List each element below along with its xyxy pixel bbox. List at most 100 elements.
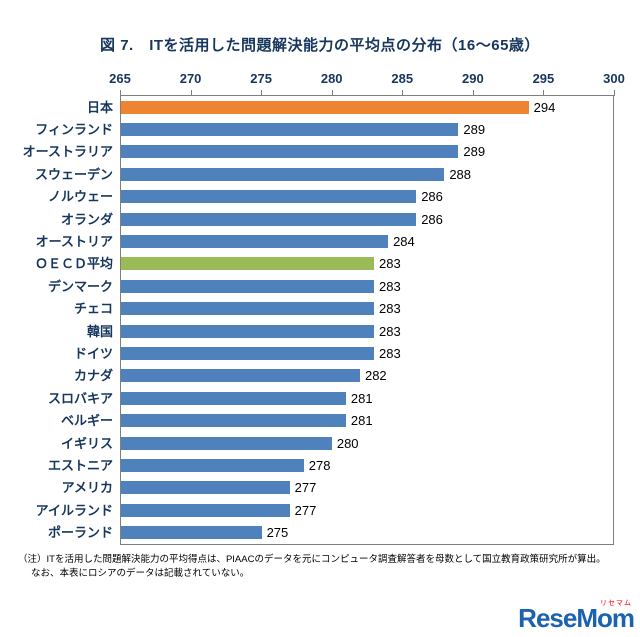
axis-tick-label: 285 xyxy=(391,71,414,86)
bar-row: 284 xyxy=(121,230,613,252)
bar-row: 278 xyxy=(121,454,613,476)
value-label: 283 xyxy=(379,256,401,272)
bar-row: 289 xyxy=(121,118,613,140)
category-labels: 日本フィンランドオーストラリアスウェーデンノルウェーオランダオーストリア ＯＥＣＤ… xyxy=(16,95,120,545)
bar-row: 281 xyxy=(121,409,613,431)
bar-row: 277 xyxy=(121,499,613,521)
axis-tick-mark xyxy=(402,90,404,96)
bar-row: 283 xyxy=(121,342,613,364)
value-label: 284 xyxy=(393,234,415,250)
axis-tick-mark xyxy=(472,90,474,96)
category-label: エストニア xyxy=(47,457,113,473)
x-axis-row: 265 270 275 280 285 290 295 300 xyxy=(16,71,625,96)
category-label: ポーランド xyxy=(47,525,113,541)
footnote-line-1: （注）ITを活用した問題解決能力の平均得点は、PIAACのデータを元にコンピュー… xyxy=(18,553,606,565)
value-label: 294 xyxy=(533,99,556,115)
category-label: ＯＥＣＤ平均 xyxy=(34,256,113,272)
value-label: 283 xyxy=(379,345,401,361)
footnote: （注）ITを活用した問題解決能力の平均得点は、PIAACのデータを元にコンピュー… xyxy=(18,553,640,581)
bar-row: 294 xyxy=(121,96,613,118)
resemom-logo-katakana: リセマム xyxy=(600,600,632,607)
axis-tick-mark xyxy=(120,90,121,96)
category-label: デンマーク xyxy=(47,278,113,294)
axis-tick-mark xyxy=(261,90,263,96)
axis-tick-label: 275 xyxy=(250,71,272,86)
axis-tick-label: 295 xyxy=(532,71,555,86)
axis-tick-label: 265 xyxy=(109,71,131,86)
category-label: カナダ xyxy=(73,368,113,384)
bar xyxy=(121,526,262,540)
category-label: チェコ xyxy=(73,301,113,317)
value-label: 281 xyxy=(350,413,373,429)
axis-spacer xyxy=(16,71,120,95)
bar xyxy=(121,414,346,428)
bar-row: 286 xyxy=(121,186,613,208)
bar xyxy=(121,190,417,204)
bar-row: 283 xyxy=(121,298,613,320)
category-label: スウェーデン xyxy=(34,166,113,182)
axis-tick-mark xyxy=(543,90,545,96)
bar-row: 275 xyxy=(121,521,613,543)
bar xyxy=(121,123,459,137)
value-label: 281 xyxy=(350,390,373,406)
bar-row: 283 xyxy=(121,320,613,342)
value-label: 289 xyxy=(463,144,486,160)
bar-row: 280 xyxy=(121,432,613,454)
category-label: ベルギー xyxy=(60,413,113,429)
footnote-line-2: なお、本表にロシアのデータは記載されていない。 xyxy=(31,567,250,579)
category-label: オランダ xyxy=(60,211,113,227)
bar-row: 283 xyxy=(121,253,613,275)
bar xyxy=(121,391,346,405)
bar xyxy=(121,257,375,271)
axis-tick-label: 300 xyxy=(603,71,625,86)
bar xyxy=(121,369,360,383)
bar-row: 288 xyxy=(121,163,613,185)
category-label: イギリス xyxy=(60,435,113,451)
axis-tick-label: 280 xyxy=(320,71,343,86)
axis-tick-label: 270 xyxy=(179,71,202,86)
category-label: フィンランド xyxy=(35,122,113,138)
category-label: スロバキア xyxy=(47,390,113,406)
chart-title: 図 7. ITを活用した問題解決能力の平均点の分布（16～65歳） xyxy=(100,37,540,54)
bar-row: 286 xyxy=(121,208,613,230)
axis-tick-label: 290 xyxy=(461,71,484,86)
bar xyxy=(121,100,529,114)
chart-body: 日本フィンランドオーストラリアスウェーデンノルウェーオランダオーストリア ＯＥＣＤ… xyxy=(16,95,614,545)
bar xyxy=(121,212,417,226)
axis-tick-mark xyxy=(190,90,192,96)
bar xyxy=(121,346,375,360)
category-label: アイルランド xyxy=(35,502,113,518)
category-label: ドイツ xyxy=(73,345,113,361)
value-label: 283 xyxy=(379,301,401,317)
bar-row: 281 xyxy=(121,387,613,409)
category-label: オーストリア xyxy=(35,234,113,250)
value-label: 288 xyxy=(449,166,472,182)
bar-row: 283 xyxy=(121,275,613,297)
x-axis: 265 270 275 280 285 290 295 300 xyxy=(109,71,625,96)
value-label: 282 xyxy=(364,368,387,384)
value-label: 286 xyxy=(421,189,443,205)
category-label: オーストラリア xyxy=(22,144,113,160)
value-label: 277 xyxy=(294,502,317,518)
category-label: アメリカ xyxy=(61,480,113,496)
bar xyxy=(121,302,375,316)
bar-row: 289 xyxy=(121,141,613,163)
value-label: 283 xyxy=(379,278,401,294)
value-label: 289 xyxy=(463,122,486,138)
value-label: 286 xyxy=(421,211,443,227)
value-label: 280 xyxy=(336,435,359,451)
resemom-logo: リセマム ReseMom xyxy=(518,600,635,633)
value-label: 277 xyxy=(294,480,317,496)
bar xyxy=(121,145,459,159)
bar xyxy=(121,481,290,495)
category-label: ノルウェー xyxy=(47,189,113,205)
resemom-logo-text: ReseMom xyxy=(518,603,635,633)
bar-chart: 265 270 275 280 285 290 295 300 日本フィンランドオーストラリア… xyxy=(0,71,640,545)
category-label: 韓国 xyxy=(86,323,113,339)
bar xyxy=(121,324,375,338)
bar xyxy=(121,436,332,450)
category-label: 日本 xyxy=(86,99,113,115)
value-label: 275 xyxy=(266,525,289,541)
bar xyxy=(121,503,290,517)
axis-tick-mark xyxy=(331,90,333,96)
